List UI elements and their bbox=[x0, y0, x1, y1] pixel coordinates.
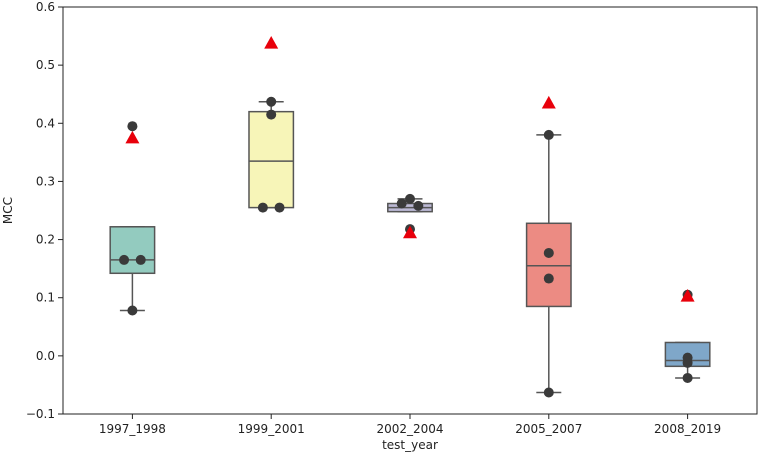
x-tick-label: 2008_2019 bbox=[654, 422, 721, 436]
data-point bbox=[266, 109, 277, 120]
data-point bbox=[274, 202, 285, 213]
data-point bbox=[119, 254, 130, 265]
x-tick-label: 1999_2001 bbox=[238, 422, 305, 436]
y-tick-label: 0.5 bbox=[36, 58, 55, 72]
y-tick-label: 0.1 bbox=[36, 291, 55, 305]
y-tick-label: 0.4 bbox=[36, 116, 55, 130]
box bbox=[248, 110, 295, 209]
data-point bbox=[405, 193, 415, 204]
x-axis-label: test_year bbox=[382, 438, 438, 452]
y-tick-label: 0.6 bbox=[36, 0, 55, 14]
triangle-marker bbox=[125, 130, 140, 144]
data-point bbox=[127, 305, 138, 316]
box-group-2005_2007 bbox=[525, 95, 572, 398]
box-group-1999_2001 bbox=[248, 36, 295, 213]
data-point bbox=[543, 387, 554, 398]
data-point bbox=[413, 200, 424, 211]
triangle-marker bbox=[403, 225, 417, 239]
y-tick-label: −0.1 bbox=[26, 407, 55, 421]
box bbox=[109, 226, 156, 275]
y-axis-label: MCC bbox=[1, 197, 15, 224]
x-tick-label: 2005_2007 bbox=[515, 422, 582, 436]
data-point bbox=[396, 198, 407, 209]
data-point bbox=[543, 247, 554, 258]
data-point bbox=[257, 202, 268, 213]
y-tick-label: 0.3 bbox=[36, 174, 55, 188]
data-point bbox=[682, 357, 693, 368]
x-axis: 1997_1998 1999_2001 2002_2004 2005_2007 2008… bbox=[99, 414, 721, 436]
y-axis: −0.1 0.0 0.1 0.2 0.3 0.4 0.5 0.6 bbox=[26, 0, 63, 421]
box-group-2002_2004 bbox=[387, 193, 433, 239]
data-point bbox=[266, 96, 277, 107]
x-tick-label: 2002_2004 bbox=[376, 422, 443, 436]
data-point bbox=[682, 372, 693, 383]
x-tick-label: 1997_1998 bbox=[99, 422, 166, 436]
data-point bbox=[127, 121, 138, 132]
data-point bbox=[135, 254, 146, 265]
data-point bbox=[543, 129, 554, 140]
y-tick-label: 0.0 bbox=[36, 349, 55, 363]
plot-content bbox=[109, 36, 711, 398]
y-tick-label: 0.2 bbox=[36, 233, 55, 247]
triangle-marker bbox=[541, 95, 556, 109]
data-point bbox=[543, 273, 554, 284]
triangle-marker bbox=[264, 36, 279, 49]
box-group-2008_2019 bbox=[664, 288, 711, 383]
box-group-1997_1998 bbox=[109, 121, 156, 316]
triangle-marker bbox=[680, 288, 695, 302]
box bbox=[525, 222, 572, 308]
